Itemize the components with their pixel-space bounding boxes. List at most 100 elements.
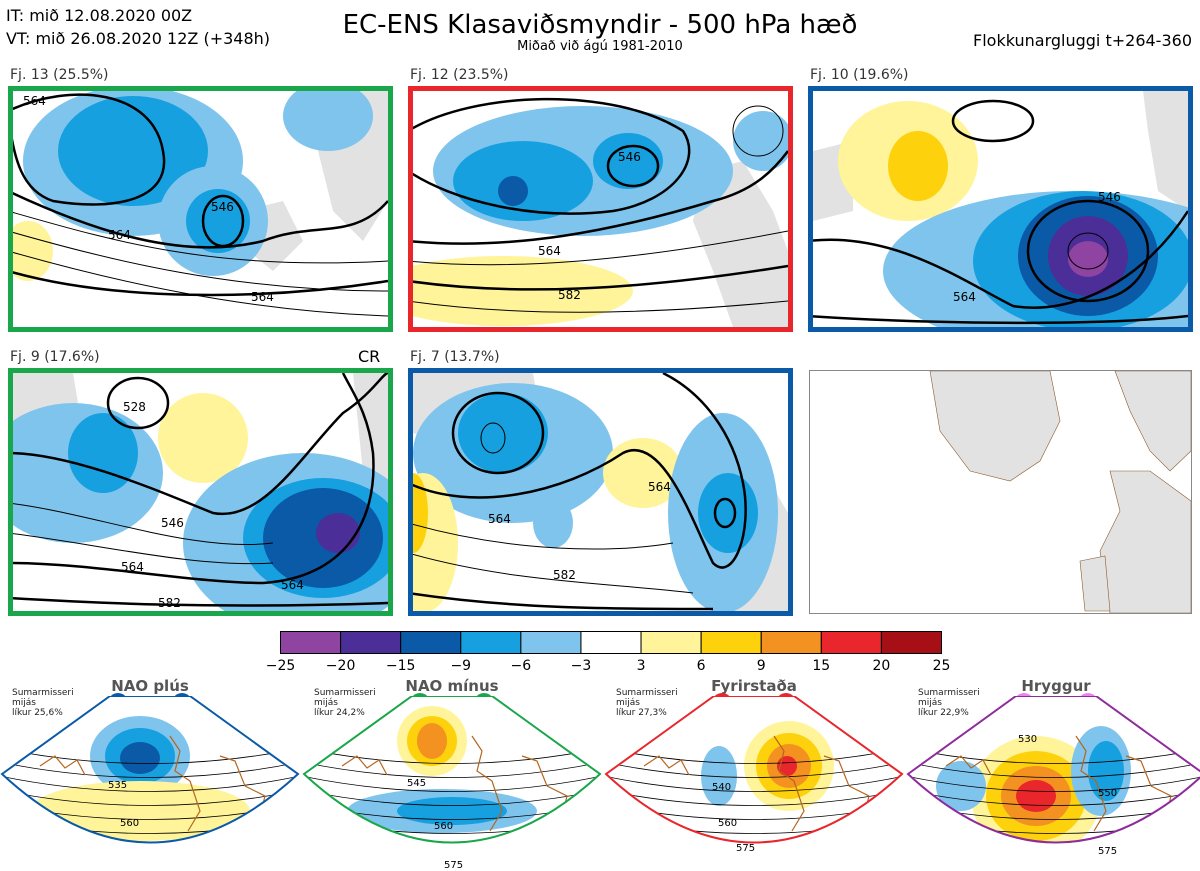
colorbar-tick-label: −25 — [265, 658, 296, 674]
colorbar-cell — [580, 631, 642, 654]
colorbar-cell — [280, 631, 342, 654]
cluster-2-contour-label: 546 — [618, 150, 641, 164]
colorbar-tick-label: 15 — [812, 658, 831, 674]
regime-name: NAO plús — [111, 677, 189, 695]
regime-frame — [906, 696, 1200, 844]
page-title: EC-ENS Klasaviðsmyndir - 500 hPa hæð — [342, 10, 858, 40]
regime-map: 535 560 — [0, 696, 300, 862]
height-contour — [304, 745, 600, 764]
colorbar-tick-label: 25 — [932, 658, 951, 674]
regime-note-line: mijás — [918, 698, 942, 708]
cluster-1-contour-label: 564 — [251, 290, 274, 304]
height-contour — [304, 787, 600, 806]
anomaly-area — [30, 781, 250, 841]
cluster-5-map: 564 564 582 — [408, 368, 793, 616]
regime-note-line: Sumarmisseri — [12, 688, 74, 698]
height-contour — [2, 773, 298, 792]
cluster-3-contour-label: 564 — [953, 290, 976, 304]
height-contour — [908, 773, 1200, 792]
cluster-4-contour-label: 564 — [281, 578, 304, 592]
height-contour — [304, 773, 600, 792]
regime-name: Fyrirstaða — [711, 677, 797, 695]
cluster-1-map: 564 546 564 564 — [8, 86, 393, 332]
regime-note-line: líkur 24,2% — [314, 708, 365, 718]
regime-note-line: Sumarmisseri — [314, 688, 376, 698]
regime-contour-label: 575 — [736, 843, 755, 854]
colorbar-tick-label: −9 — [450, 658, 472, 674]
cluster-4-contour-label: 546 — [161, 516, 184, 530]
height-contour — [304, 759, 600, 778]
empty-base-map — [809, 370, 1192, 614]
anomaly-area — [120, 742, 160, 774]
height-contour — [906, 844, 1200, 862]
height-contour — [908, 759, 1200, 778]
colorbar-cell — [520, 631, 582, 654]
regime-name: NAO mínus — [405, 677, 499, 695]
regime-note-line: mijás — [616, 698, 640, 708]
cluster-1-contour-label: 564 — [108, 228, 131, 242]
colorbar-tick-label: 6 — [696, 658, 706, 674]
colorbar-tick-label: 9 — [756, 658, 766, 674]
regime-contour-label: 540 — [712, 782, 731, 793]
height-contour — [606, 787, 902, 806]
height-contour — [606, 745, 902, 764]
colorbar-tick-label: −20 — [325, 658, 356, 674]
regime-note-line: Sumarmisseri — [616, 688, 678, 698]
colorbar-cell — [880, 631, 943, 654]
anomaly-area — [1013, 858, 1049, 868]
height-contour — [606, 773, 902, 792]
colorbar-cell — [760, 631, 822, 654]
regime-contour-label: 575 — [444, 860, 463, 868]
regime-note-line: mijás — [12, 698, 36, 708]
anomaly-area — [1016, 780, 1056, 812]
initial-time: IT: mið 12.08.2020 00Z — [6, 6, 193, 25]
height-contour — [906, 858, 1200, 868]
regime-note-line: Sumarmisseri — [918, 688, 980, 698]
valid-time: VT: mið 26.08.2020 12Z (+348h) — [6, 29, 271, 48]
regime-map: 530 550 575 — [906, 696, 1200, 868]
regime-note: Sumarmisseri mijás líkur 25,6% — [12, 688, 74, 718]
cluster-4-label: Fj. 9 (17.6%) — [10, 349, 100, 365]
regime-contour-label: 575 — [1098, 846, 1117, 857]
cluster-5-contour-label: 564 — [648, 480, 671, 494]
classification-window: Flokkunargluggi t+264-360 — [973, 31, 1192, 50]
height-contour — [908, 787, 1200, 806]
regime-note-line: mijás — [314, 698, 338, 708]
regime-map: 540 560 575 — [604, 696, 904, 854]
cluster-4-contour-label: 528 — [123, 400, 146, 414]
cluster-3-map: 546 564 — [808, 86, 1193, 332]
regime-note-line: líkur 22,9% — [918, 708, 969, 718]
cluster-3-label: Fj. 10 (19.6%) — [810, 67, 909, 83]
colorbar — [280, 631, 943, 654]
height-contour — [0, 844, 300, 862]
colorbar-tick-label: −3 — [570, 658, 592, 674]
colorbar-tick-label: −15 — [385, 658, 416, 674]
cluster-5-contour-label: 582 — [553, 568, 576, 582]
colorbar-tick-label: −6 — [510, 658, 532, 674]
regime-map: 545 560 575 — [302, 696, 602, 868]
cluster-5-contour-label: 564 — [488, 512, 511, 526]
colorbar-cell — [400, 631, 462, 654]
regime-contour-label: 560 — [120, 818, 139, 829]
colorbar-cell — [640, 631, 702, 654]
regime-note-line: líkur 27,3% — [616, 708, 667, 718]
regime-contour-label: 560 — [718, 818, 737, 829]
cluster-4-map: 528 546 564 564 582 — [8, 368, 393, 616]
height-contour — [302, 844, 602, 862]
cluster-1-contour-label: 546 — [211, 200, 234, 214]
cluster-2-map: 546 564 582 — [408, 86, 793, 332]
regime-contour-label: 530 — [1018, 734, 1037, 745]
height-contour — [2, 745, 298, 764]
colorbar-cell — [460, 631, 522, 654]
regime-frame — [604, 696, 904, 844]
regime-frame — [302, 696, 602, 844]
anomaly-area — [417, 723, 447, 759]
height-contour — [2, 787, 298, 806]
header-times: IT: mið 12.08.2020 00Z VT: mið 26.08.202… — [6, 4, 270, 50]
regime-contour-label: 545 — [407, 778, 426, 789]
cluster-4-contour-label: 582 — [158, 596, 181, 610]
height-contour — [908, 745, 1200, 764]
colorbar-cell — [340, 631, 402, 654]
regime-contour-label: 550 — [1098, 788, 1117, 799]
regime-contour-label: 560 — [434, 821, 453, 832]
